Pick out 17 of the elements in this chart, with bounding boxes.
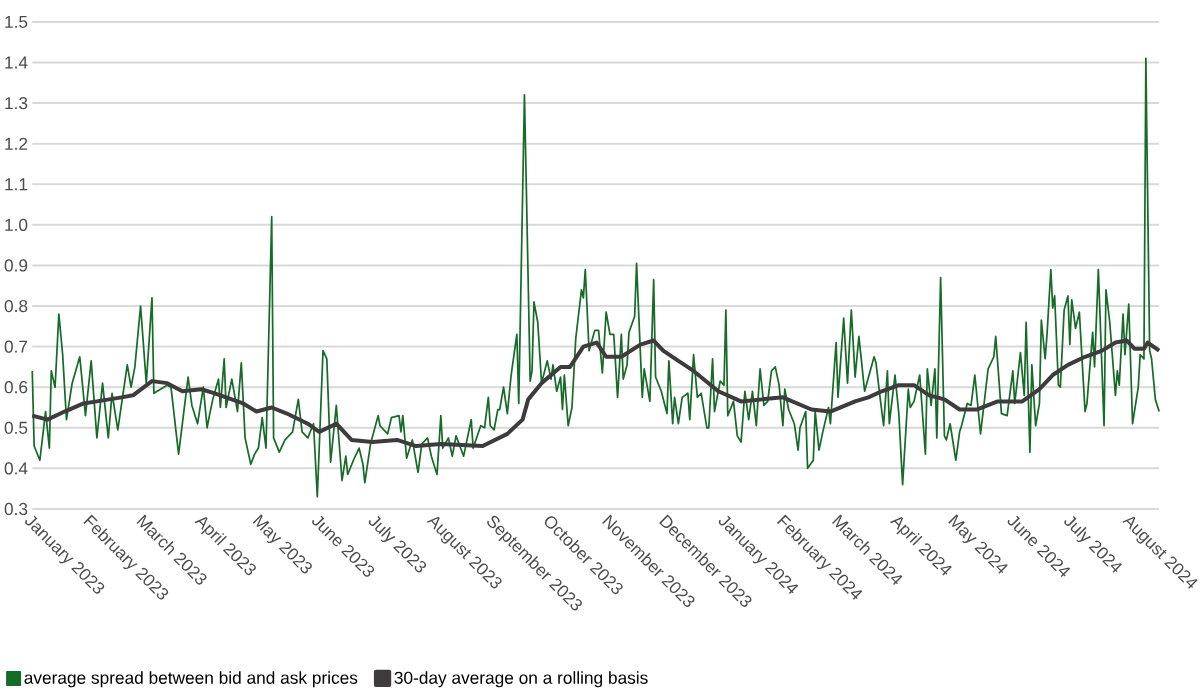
y-tick-label: 0.9 [4, 259, 28, 272]
line-series [30, 338, 1162, 449]
line-series [31, 57, 1161, 498]
y-tick-label: 1.2 [5, 137, 28, 150]
y-tick-label: 1.5 [5, 15, 28, 28]
y-tick-label: 0.8 [4, 299, 28, 313]
y-tick-label: 0.3 [4, 502, 28, 516]
y-tick-label: 1.4 [5, 56, 28, 69]
y-tick-label: 0.6 [4, 381, 28, 394]
y-tick-label: 0.5 [4, 421, 28, 434]
legend-label: average spread between bid and ask prices [24, 671, 358, 688]
y-tick-label: 1.0 [5, 218, 28, 231]
y-tick-label: 0.7 [4, 340, 28, 353]
legend-label: 30-day average on a rolling basis [394, 671, 648, 688]
y-tick-label: 1.3 [5, 96, 28, 110]
y-tick-label: 0.4 [4, 462, 28, 475]
y-tick-label: 1.1 [5, 178, 28, 191]
